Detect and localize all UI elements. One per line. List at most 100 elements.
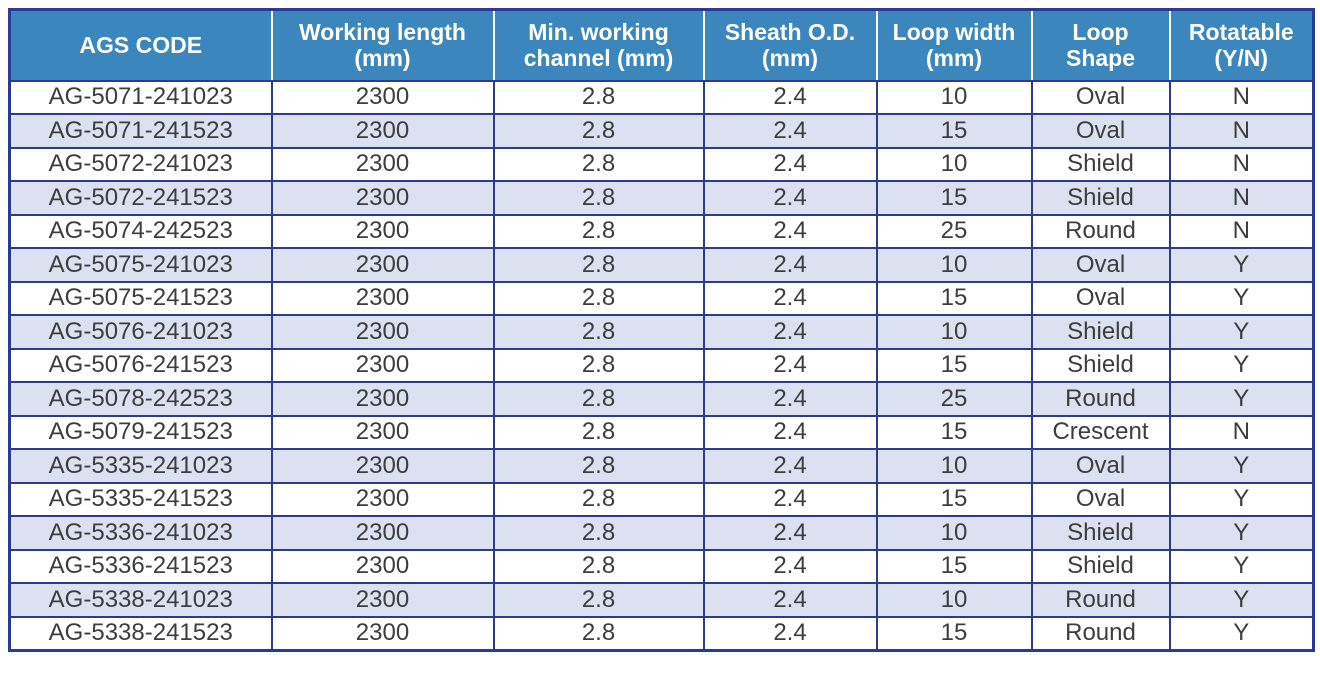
cell-loop-width: 25 xyxy=(875,213,1033,249)
cell-ags-code: AG-5336-241523 xyxy=(8,548,273,584)
cell-ags-code: AG-5076-241523 xyxy=(8,347,273,383)
cell-working-length: 2300 xyxy=(270,515,495,551)
cell-working-length: 2300 xyxy=(270,414,495,450)
column-header-label-line: AGS CODE xyxy=(79,32,203,59)
cell-loop-width: 15 xyxy=(875,347,1033,383)
column-header-loop-width: Loop width (mm) xyxy=(875,9,1032,82)
table-row: AG-5336-241023 2300 2.8 2.4 10 Shield Y xyxy=(8,515,1315,551)
cell-min-working-channel: 2.8 xyxy=(492,113,705,149)
cell-loop-width: 15 xyxy=(875,180,1033,216)
table-row: AG-5071-241523 2300 2.8 2.4 15 Oval N xyxy=(8,113,1315,149)
table-row: AG-5076-241023 2300 2.8 2.4 10 Shield Y xyxy=(8,314,1315,350)
cell-sheath-od: 2.4 xyxy=(702,280,878,316)
cell-loop-width: 10 xyxy=(875,582,1033,618)
cell-loop-shape: Oval xyxy=(1030,481,1171,517)
cell-ags-code: AG-5075-241523 xyxy=(8,280,273,316)
cell-loop-shape: Shield xyxy=(1030,314,1171,350)
cell-loop-shape: Crescent xyxy=(1030,414,1171,450)
cell-rotatable: N xyxy=(1168,79,1315,115)
column-header-label-line: (mm) xyxy=(354,45,411,72)
cell-loop-width: 15 xyxy=(875,280,1033,316)
cell-rotatable: Y xyxy=(1168,347,1315,383)
table-header: AGS CODE Working length (mm) Min. working ch… xyxy=(9,9,1314,82)
column-header-label-line: Working length xyxy=(299,18,466,45)
cell-loop-shape: Oval xyxy=(1030,448,1171,484)
cell-working-length: 2300 xyxy=(270,280,495,316)
cell-loop-width: 10 xyxy=(875,448,1033,484)
cell-working-length: 2300 xyxy=(270,481,495,517)
table-row: AG-5074-242523 2300 2.8 2.4 25 Round N xyxy=(8,213,1315,249)
cell-rotatable: Y xyxy=(1168,548,1315,584)
cell-working-length: 2300 xyxy=(270,146,495,182)
cell-loop-width: 15 xyxy=(875,481,1033,517)
cell-loop-width: 15 xyxy=(875,615,1033,651)
column-header-label-line: Shape xyxy=(1065,45,1136,72)
column-header-min-working-channel: Min. working channel (mm) xyxy=(492,9,704,82)
cell-min-working-channel: 2.8 xyxy=(492,448,705,484)
cell-working-length: 2300 xyxy=(270,381,495,417)
column-header-working-length: Working length (mm) xyxy=(270,9,494,82)
column-header-ags-code: AGS CODE xyxy=(9,9,272,82)
table-row: AG-5071-241023 2300 2.8 2.4 10 Oval N xyxy=(8,79,1315,115)
cell-ags-code: AG-5072-241023 xyxy=(8,146,273,182)
cell-min-working-channel: 2.8 xyxy=(492,280,705,316)
cell-sheath-od: 2.4 xyxy=(702,79,878,115)
column-header-label-line: (mm) xyxy=(925,45,983,72)
cell-loop-width: 15 xyxy=(875,414,1033,450)
cell-working-length: 2300 xyxy=(270,314,495,350)
table-row: AG-5072-241523 2300 2.8 2.4 15 Shield N xyxy=(8,180,1315,216)
cell-loop-shape: Shield xyxy=(1030,146,1171,182)
cell-rotatable: N xyxy=(1168,146,1315,182)
column-header-label-line: Rotatable xyxy=(1188,18,1294,45)
table-row: AG-5079-241523 2300 2.8 2.4 15 Crescent N xyxy=(8,414,1315,450)
cell-working-length: 2300 xyxy=(270,615,495,651)
cell-min-working-channel: 2.8 xyxy=(492,515,705,551)
cell-loop-shape: Shield xyxy=(1030,347,1171,383)
cell-ags-code: AG-5338-241523 xyxy=(8,615,273,651)
cell-ags-code: AG-5071-241023 xyxy=(8,79,273,115)
cell-loop-shape: Shield xyxy=(1030,515,1171,551)
cell-loop-width: 10 xyxy=(875,515,1033,551)
cell-rotatable: N xyxy=(1168,414,1315,450)
column-header-label-line: (Y/N) xyxy=(1214,45,1269,72)
column-header-label-line: Sheath O.D. xyxy=(724,18,856,45)
cell-sheath-od: 2.4 xyxy=(702,582,878,618)
table-row: AG-5076-241523 2300 2.8 2.4 15 Shield Y xyxy=(8,347,1315,383)
cell-rotatable: Y xyxy=(1168,247,1315,283)
cell-ags-code: AG-5076-241023 xyxy=(8,314,273,350)
cell-ags-code: AG-5078-242523 xyxy=(8,381,273,417)
cell-sheath-od: 2.4 xyxy=(702,548,878,584)
cell-ags-code: AG-5072-241523 xyxy=(8,180,273,216)
cell-loop-width: 10 xyxy=(875,247,1033,283)
cell-min-working-channel: 2.8 xyxy=(492,615,705,651)
cell-loop-shape: Shield xyxy=(1030,548,1171,584)
cell-loop-width: 15 xyxy=(875,113,1033,149)
cell-sheath-od: 2.4 xyxy=(702,515,878,551)
cell-loop-shape: Shield xyxy=(1030,180,1171,216)
column-header-label-line: Min. working xyxy=(528,18,669,45)
cell-sheath-od: 2.4 xyxy=(702,146,878,182)
cell-min-working-channel: 2.8 xyxy=(492,213,705,249)
cell-working-length: 2300 xyxy=(270,548,495,584)
table-row: AG-5078-242523 2300 2.8 2.4 25 Round Y xyxy=(8,381,1315,417)
cell-working-length: 2300 xyxy=(270,582,495,618)
cell-ags-code: AG-5336-241023 xyxy=(8,515,273,551)
cell-loop-shape: Oval xyxy=(1030,247,1171,283)
column-header-sheath-od: Sheath O.D. (mm) xyxy=(702,9,877,82)
cell-rotatable: Y xyxy=(1168,515,1315,551)
cell-sheath-od: 2.4 xyxy=(702,615,878,651)
table-row: AG-5335-241523 2300 2.8 2.4 15 Oval Y xyxy=(8,481,1315,517)
cell-rotatable: Y xyxy=(1168,381,1315,417)
cell-ags-code: AG-5335-241023 xyxy=(8,448,273,484)
table-row: AG-5338-241523 2300 2.8 2.4 15 Round Y xyxy=(8,615,1315,651)
cell-min-working-channel: 2.8 xyxy=(492,481,705,517)
cell-rotatable: N xyxy=(1168,180,1315,216)
cell-rotatable: Y xyxy=(1168,280,1315,316)
cell-sheath-od: 2.4 xyxy=(702,448,878,484)
cell-loop-shape: Round xyxy=(1030,381,1171,417)
cell-ags-code: AG-5079-241523 xyxy=(8,414,273,450)
cell-min-working-channel: 2.8 xyxy=(492,247,705,283)
cell-min-working-channel: 2.8 xyxy=(492,582,705,618)
cell-ags-code: AG-5071-241523 xyxy=(8,113,273,149)
